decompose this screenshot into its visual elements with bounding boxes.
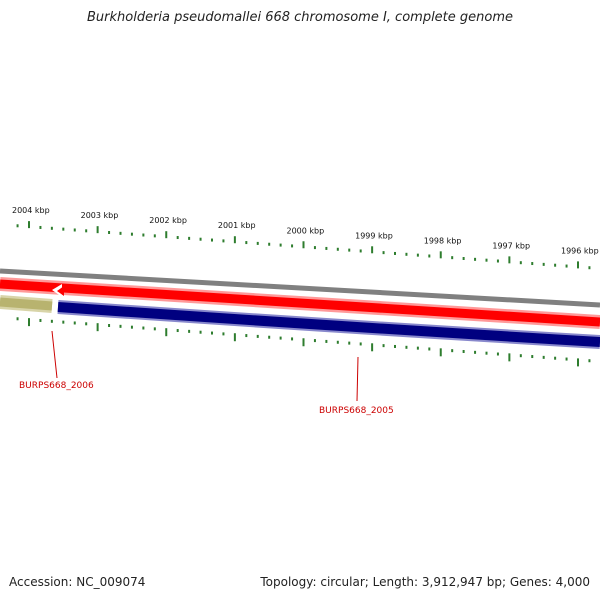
- scale-label: 2002 kbp: [149, 216, 187, 225]
- gene-BURPS668_2006-feature-core[interactable]: [0, 297, 53, 311]
- scale-labels: 2004 kbp 2003 kbp 2002 kbp 2001 kbp 2000 kbp…: [12, 206, 599, 255]
- gene-BURPS668_2006-leader: [51, 330, 58, 379]
- scale-ticks: [16, 221, 591, 270]
- gene-BURPS668_2006-label[interactable]: BURPS668_2006: [19, 381, 94, 391]
- inner-scale-ticks: [16, 317, 591, 367]
- forward-strand-track-core: [0, 279, 600, 327]
- genome-title: Burkholderia pseudomallei 668 chromosome…: [86, 10, 514, 25]
- genome-summary: Topology: circular; Length: 3,912,947 bp…: [260, 575, 590, 589]
- scale-label: 2003 kbp: [81, 211, 119, 220]
- gene-BURPS668_2005-label[interactable]: BURPS668_2005: [319, 406, 394, 416]
- accession-label: Accession: NC_009074: [9, 575, 146, 589]
- scale-label: 1996 kbp: [561, 246, 599, 255]
- scale-label: 2004 kbp: [12, 206, 50, 215]
- gene-BURPS668_2005-leader: [356, 356, 359, 402]
- gene-BURPS668_2005-feature-core[interactable]: [57, 302, 600, 347]
- scale-label: 2001 kbp: [218, 221, 256, 230]
- forward-gene-arrowhead: [52, 284, 62, 297]
- scale-label: 2000 kbp: [287, 226, 325, 235]
- scale-label: 1999 kbp: [355, 231, 393, 240]
- scale-label: 1998 kbp: [424, 236, 462, 245]
- forward-gene-arrowhead-fill: [57, 286, 64, 296]
- scale-label: 1997 kbp: [492, 241, 530, 250]
- backbone-track: [0, 268, 600, 308]
